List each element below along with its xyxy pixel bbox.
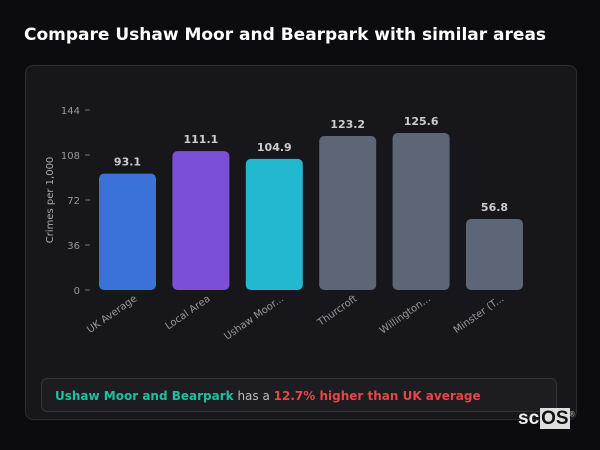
summary-text: has a	[233, 389, 274, 403]
x-tick-label: Ushaw Moor...	[222, 293, 286, 342]
comparison-text: 12.7% higher than UK average	[273, 389, 481, 403]
bar	[245, 158, 303, 290]
x-tick-label: Local Area	[164, 293, 213, 332]
bar	[319, 136, 377, 290]
data-label: 93.1	[114, 156, 141, 169]
bar	[392, 133, 450, 290]
scos-logo: sc OS®	[518, 408, 575, 429]
data-label: 56.8	[481, 201, 508, 214]
data-label: 125.6	[404, 115, 439, 128]
y-tick-label: 108	[61, 151, 80, 162]
summary-box: Ushaw Moor and Bearpark has a 12.7% high…	[41, 378, 557, 412]
x-tick-label: Thurcroft	[315, 293, 359, 329]
x-tick-label: Minster (T...	[452, 293, 506, 336]
y-tick-label: 72	[67, 196, 80, 207]
area-name: Ushaw Moor and Bearpark	[55, 389, 234, 403]
bar	[99, 173, 156, 290]
bar	[466, 219, 523, 290]
y-tick-label: 36	[67, 241, 80, 252]
data-label: 104.9	[257, 141, 292, 154]
data-label: 123.2	[330, 118, 365, 131]
bar	[172, 151, 230, 290]
x-tick-label: UK Average	[85, 293, 139, 335]
page-title: Compare Ushaw Moor and Bearpark with sim…	[24, 25, 547, 45]
data-label: 111.1	[184, 133, 219, 146]
y-axis-label: Crimes per 1,000	[45, 157, 56, 244]
x-tick-label: Willington...	[378, 293, 433, 336]
y-tick-label: 144	[61, 106, 80, 117]
y-tick-label: 0	[74, 286, 80, 297]
